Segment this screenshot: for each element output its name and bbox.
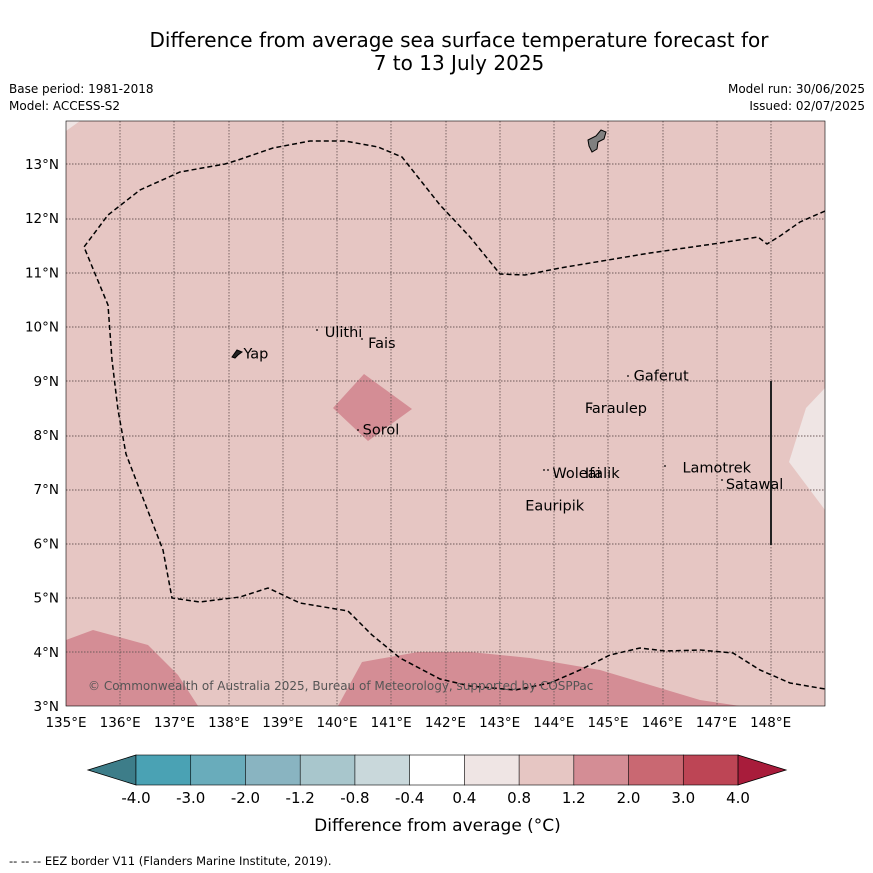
latitude-label: 7°N	[34, 482, 59, 498]
map-frame	[65, 120, 826, 707]
latitude-label: 8°N	[34, 428, 59, 444]
longitude-label: 145°E	[587, 715, 628, 731]
colorbar-segment	[682, 754, 739, 786]
longitude-label: 141°E	[371, 715, 412, 731]
colorbar-extend-low	[86, 754, 137, 786]
place-labels: Yap Ulithi Fais Sorol Gaferut Faraulep WoleaiI…	[242, 325, 783, 514]
colorbar-tick-label: 4.0	[726, 789, 750, 807]
longitude-label: 143°E	[479, 715, 520, 731]
latitude-label: 10°N	[25, 320, 59, 336]
longitude-label: 140°E	[316, 715, 357, 731]
place-label-sorol: Sorol	[363, 423, 400, 439]
colorbar-segment	[628, 754, 684, 786]
colorbar-extend-high	[737, 754, 788, 786]
colorbar-segment	[190, 754, 247, 786]
colorbar-tick-label: -2.0	[231, 789, 260, 807]
colorbar-tick-label: -4.0	[121, 789, 150, 807]
longitude-label: 138°E	[208, 715, 249, 731]
colorbar-segment	[464, 754, 520, 786]
latitude-label: 12°N	[25, 211, 59, 227]
yap-island	[231, 349, 244, 359]
latitude-label: 3°N	[34, 699, 59, 715]
colorbar-segment	[573, 754, 630, 786]
minor-anomaly-nw-corner	[66, 121, 80, 131]
warm-anomaly-region-sw	[66, 630, 198, 706]
longitude-label: 136°E	[100, 715, 141, 731]
colorbar-tick-label: 0.8	[507, 789, 531, 807]
longitude-labels: 135°E 136°E 137°E 138°E 139°E 140°E 141°E 142°E…	[45, 715, 791, 731]
colorbar-label: Difference from average (°C)	[314, 816, 561, 836]
copyright-credit: © Commonwealth of Australia 2025, Bureau…	[88, 679, 594, 693]
place-label-ifalik: Ifalik	[585, 466, 620, 482]
longitude-label: 148°E	[750, 715, 791, 731]
colorbar-tick-label: 3.0	[671, 789, 695, 807]
cool-anomaly-region-east	[789, 388, 825, 510]
latitude-label: 13°N	[25, 157, 59, 173]
latitude-labels: 13°N 12°N 11°N 10°N 9°N 8°N 7°N 6°N 5°N 4°N 3°N	[25, 157, 59, 715]
place-label-ulithi: Ulithi	[325, 325, 363, 341]
atoll-dots	[316, 329, 723, 481]
latitude-label: 9°N	[34, 374, 59, 390]
colorbar-tick-label: 0.4	[452, 789, 476, 807]
colorbar-segment	[354, 754, 411, 786]
warm-anomaly-region-sorol	[333, 374, 412, 441]
colorbar-tick-label: -0.4	[395, 789, 424, 807]
colorbar-segment	[518, 754, 575, 786]
title-line-2: 7 to 13 July 2025	[373, 51, 545, 75]
colorbar-segment	[245, 754, 301, 786]
colorbar-tick-label: -0.8	[340, 789, 369, 807]
longitude-label: 144°E	[533, 715, 574, 731]
latitude-label: 6°N	[34, 536, 59, 552]
longitude-label: 137°E	[154, 715, 195, 731]
graticule	[66, 121, 825, 706]
colorbar-tick-labels: -4.0 -3.0 -2.0 -1.2 -0.8 -0.4 0.4 0.8 1.2 2.0 3.0 4…	[121, 789, 750, 807]
place-label-eauripik: Eauripik	[525, 498, 584, 514]
colorbar-segment	[299, 754, 356, 786]
longitude-label: 135°E	[45, 715, 86, 731]
place-label-satawal: Satawal	[726, 477, 783, 493]
latitude-label: 11°N	[25, 265, 59, 281]
eez-border	[83, 140, 825, 691]
warm-anomaly-region-south	[338, 652, 740, 706]
place-label-gaferut: Gaferut	[634, 368, 689, 384]
colorbar-segment	[135, 754, 192, 786]
issued-date: Issued: 02/07/2025	[749, 99, 865, 113]
guam-island	[587, 129, 607, 153]
colorbar-tick-label: 2.0	[617, 789, 641, 807]
model-run: Model run: 30/06/2025	[727, 82, 865, 96]
map-background-anomaly	[66, 121, 825, 706]
longitude-label: 147°E	[696, 715, 737, 731]
colorbar	[86, 754, 788, 786]
longitude-label: 142°E	[425, 715, 466, 731]
eez-footnote: -- -- -- EEZ border V11 (Flanders Marine…	[9, 854, 332, 868]
place-label-lamotrek: Lamotrek	[682, 461, 751, 477]
colorbar-segment	[409, 754, 465, 786]
longitude-label: 139°E	[262, 715, 303, 731]
colorbar-tick-label: -1.2	[286, 789, 315, 807]
place-label-fais: Fais	[368, 336, 395, 352]
model-name: Model: ACCESS-S2	[9, 99, 121, 113]
place-label-faraulep: Faraulep	[585, 401, 647, 417]
longitude-label: 146°E	[642, 715, 683, 731]
latitude-label: 5°N	[34, 591, 59, 607]
place-label-woleai: Woleai	[552, 466, 600, 482]
colorbar-tick-label: 1.2	[562, 789, 586, 807]
base-period: Base period: 1981-2018	[9, 82, 154, 96]
latitude-label: 4°N	[34, 645, 59, 661]
place-label-yap: Yap	[242, 347, 268, 363]
colorbar-tick-label: -3.0	[176, 789, 205, 807]
title-line-1: Difference from average sea surface temp…	[149, 28, 769, 52]
